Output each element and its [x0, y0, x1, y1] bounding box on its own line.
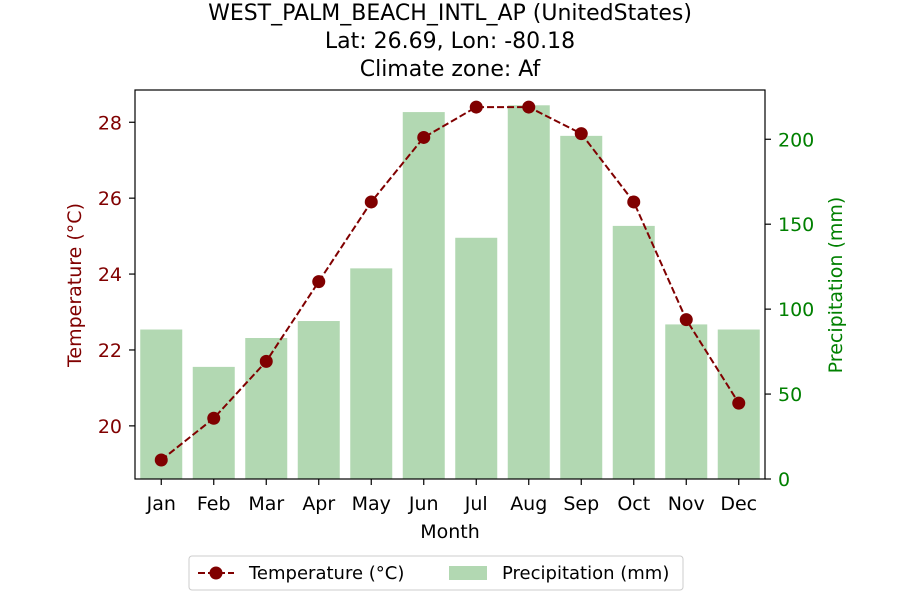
plot-frame [134, 89, 766, 480]
temperature-point-sep [574, 127, 588, 141]
legend-temperature-label: Temperature (°C) [248, 563, 404, 584]
y-left-tick-label-28: 28 [98, 112, 122, 134]
y-left-tick-label-22: 22 [98, 340, 122, 362]
y-axis-right: 0 50 100 150 200 [765, 129, 814, 491]
temperature-point-apr [312, 275, 326, 289]
precipitation-bar-jul [455, 237, 498, 479]
temperature-point-jul [469, 100, 483, 114]
precipitation-bar-sep [560, 135, 603, 479]
x-tick-label-dec: Dec [720, 493, 757, 515]
temperature-series-line [160, 106, 740, 461]
temperature-point-may [364, 195, 378, 209]
x-tick-label-jun: Jun [408, 493, 439, 515]
temperature-point-nov [679, 313, 693, 327]
precipitation-bar-aug [507, 105, 550, 479]
legend-precipitation-swatch [449, 566, 487, 580]
y-axis-left-label: Temperature (°C) [64, 203, 86, 368]
x-tick-label-may: May [352, 493, 391, 515]
x-tick-label-sep: Sep [563, 493, 599, 515]
temperature-point-jun [417, 130, 431, 144]
x-tick-label-aug: Aug [510, 493, 547, 515]
legend: Temperature (°C) Precipitation (mm) [188, 555, 684, 591]
temperature-line [154, 100, 746, 467]
y-right-tick-label-150: 150 [778, 214, 814, 236]
temperature-point-mar [259, 354, 273, 368]
y-left-tick-label-20: 20 [98, 416, 122, 438]
x-tick-label-jul: Jul [464, 493, 488, 515]
y-right-tick-label-100: 100 [778, 299, 814, 321]
temperature-point-dec [732, 396, 746, 410]
x-tick-label-jan: Jan [146, 493, 176, 515]
precipitation-bar-jun [402, 112, 445, 479]
legend-box [188, 555, 684, 591]
temperature-point-oct [627, 195, 641, 209]
chart-title-line-1: WEST_PALM_BEACH_INTL_AP (UnitedStates) [208, 1, 692, 26]
precipitation-bar-may [350, 268, 393, 479]
y-axis-left: 20 22 24 26 28 [98, 112, 135, 438]
legend-precipitation-label: Precipitation (mm) [502, 563, 669, 584]
temperature-point-feb [207, 411, 221, 425]
x-axis-label: Month [420, 521, 480, 543]
x-tick-label-apr: Apr [302, 493, 335, 515]
x-tick-label-nov: Nov [668, 493, 705, 515]
x-axis: Jan Feb Mar Apr May Jun Jul Aug Sep Oct Nov Dec [146, 479, 757, 515]
precipitation-bars [140, 105, 760, 479]
y-left-tick-label-24: 24 [98, 264, 122, 286]
y-right-tick-label-0: 0 [778, 469, 790, 491]
x-tick-label-mar: Mar [248, 493, 284, 515]
legend-temperature-marker [209, 566, 223, 580]
y-axis-right-label: Precipitation (mm) [825, 197, 847, 374]
chart-title-line-3: Climate zone: Af [359, 57, 541, 82]
x-tick-label-feb: Feb [197, 493, 231, 515]
precipitation-bar-nov [665, 324, 708, 479]
temperature-point-jan [154, 453, 168, 467]
precipitation-bar-apr [297, 321, 340, 479]
y-left-tick-label-26: 26 [98, 188, 122, 210]
y-right-tick-label-200: 200 [778, 129, 814, 151]
temperature-point-aug [522, 100, 536, 114]
chart-title-line-2: Lat: 26.69, Lon: -80.18 [324, 29, 576, 54]
y-right-tick-label-50: 50 [778, 384, 802, 406]
x-tick-label-oct: Oct [617, 493, 650, 515]
precipitation-bar-oct [612, 225, 655, 479]
